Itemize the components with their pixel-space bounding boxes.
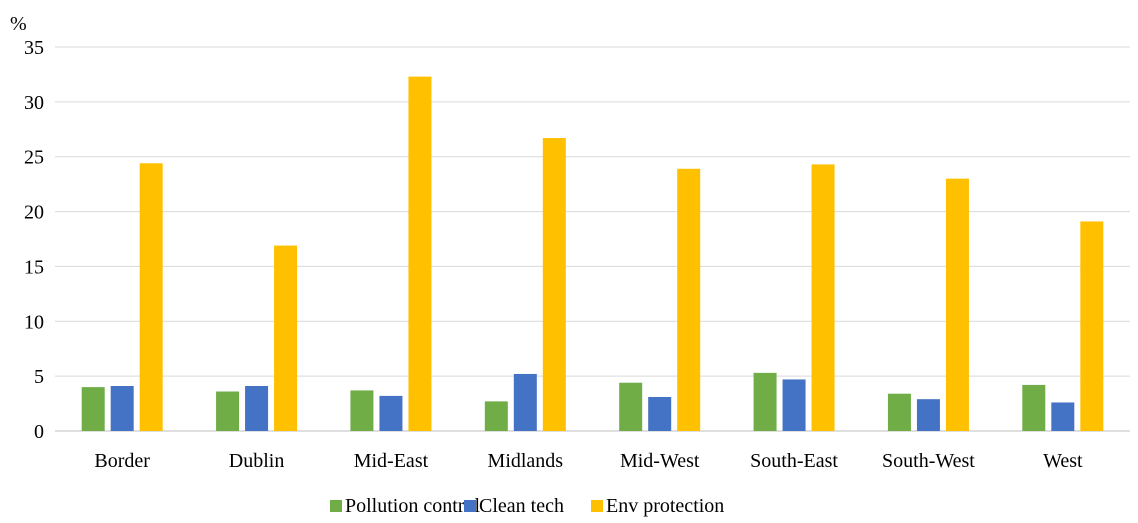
- y-tick-label: 30: [24, 92, 44, 114]
- legend-swatch: [330, 500, 342, 512]
- legend: Pollution control Clean tech Env protectio…: [330, 495, 724, 517]
- y-tick-label: 25: [24, 147, 44, 169]
- legend-label: Env protection: [606, 495, 724, 517]
- x-category-label: Midlands: [488, 450, 564, 472]
- legend-label: Clean tech: [479, 495, 564, 517]
- y-tick-label: 20: [24, 202, 44, 224]
- bar: [677, 168, 701, 432]
- bar: [1080, 221, 1104, 431]
- x-category-label: Border: [94, 450, 150, 472]
- bar: [245, 386, 269, 431]
- bar: [350, 390, 374, 431]
- x-category-label: Dublin: [229, 450, 285, 472]
- x-category-label: Mid-West: [620, 450, 700, 472]
- legend-swatch: [591, 500, 603, 512]
- y-tick-label: 0: [34, 421, 44, 443]
- y-tick-label: 35: [24, 37, 44, 59]
- bar: [542, 138, 566, 431]
- bar: [216, 391, 240, 431]
- x-category-label: South-West: [882, 450, 975, 472]
- bars: [81, 76, 1104, 432]
- bar: [811, 164, 835, 431]
- legend-swatch: [464, 500, 476, 512]
- bar: [379, 395, 403, 431]
- x-category-label: West: [1043, 450, 1083, 472]
- bar: [782, 379, 806, 431]
- bar: [916, 399, 940, 431]
- bar: [81, 387, 105, 431]
- bar: [945, 178, 969, 431]
- bar: [753, 372, 777, 431]
- bar: [1022, 384, 1046, 431]
- y-axis-tick-labels: 0 5 10 15 20 25 30 35: [24, 37, 44, 443]
- y-tick-label: 5: [34, 366, 44, 388]
- bar: [110, 386, 134, 431]
- x-axis-category-labels: Border Dublin Mid-East Midlands Mid-West Sout…: [94, 450, 1083, 472]
- y-tick-label: 15: [24, 256, 44, 278]
- legend-label: Pollution control: [345, 495, 480, 517]
- bar: [513, 373, 537, 431]
- bar: [139, 163, 163, 431]
- y-tick-label: 10: [24, 311, 44, 333]
- bar: [619, 382, 643, 431]
- x-category-label: South-East: [750, 450, 838, 472]
- x-category-label: Mid-East: [354, 450, 429, 472]
- bar: [1051, 402, 1075, 431]
- y-axis-unit-label: %: [10, 13, 27, 35]
- bar: [274, 245, 298, 431]
- bar: [408, 76, 432, 431]
- bar: [648, 396, 672, 431]
- bar: [484, 401, 508, 431]
- bar: [887, 393, 911, 431]
